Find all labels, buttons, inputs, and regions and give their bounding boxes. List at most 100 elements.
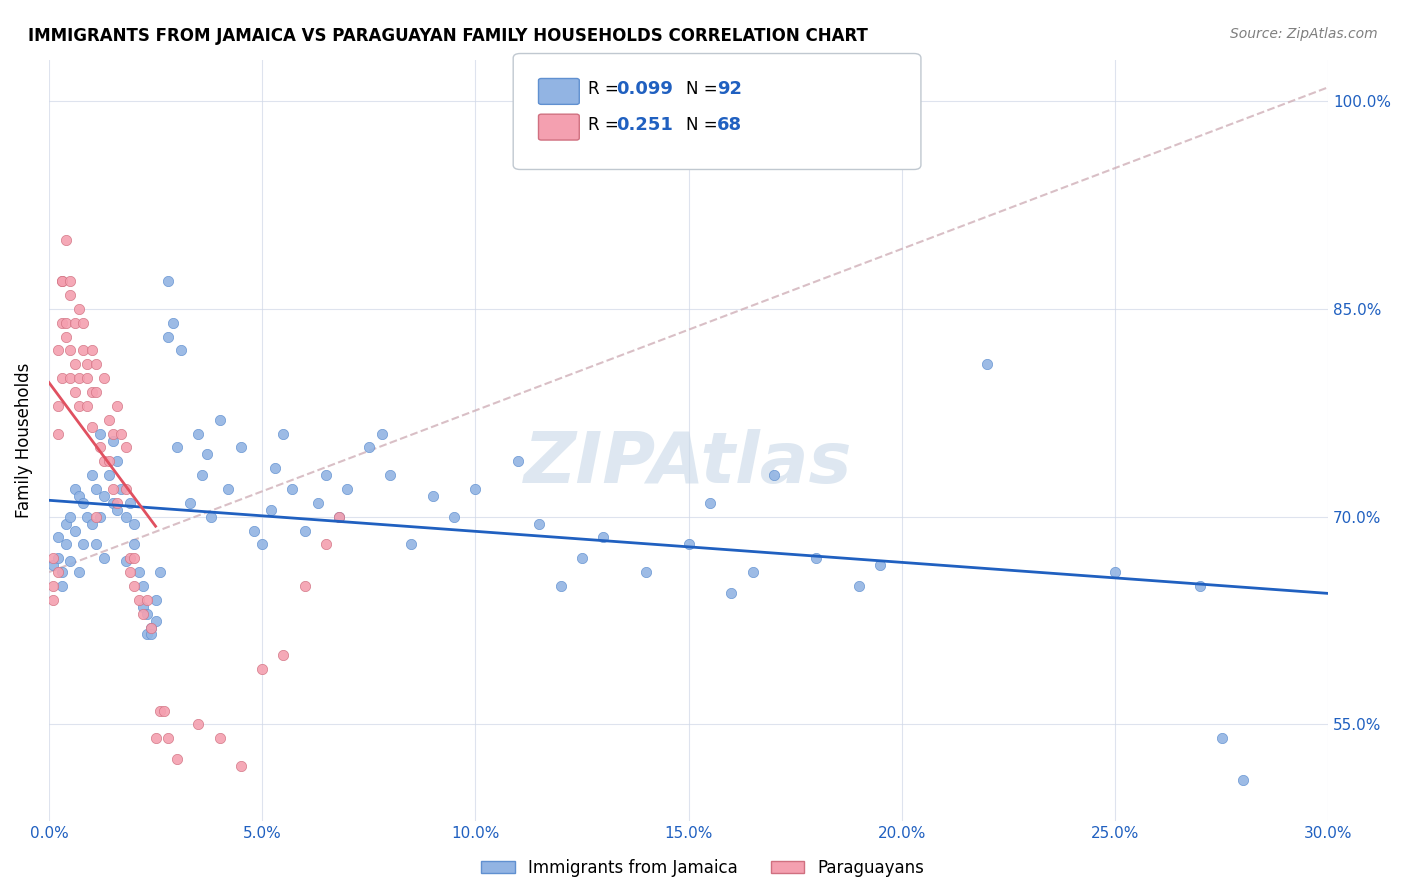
Point (370, 426, 392, 441)
Point (294, 579, 316, 593)
Point (63, 385, 86, 400)
Point (84, 357, 107, 371)
Point (141, 621, 163, 635)
Text: 68: 68 (717, 116, 742, 134)
Point (67, 371, 90, 385)
Point (55, 233, 77, 247)
Point (42, 551, 65, 566)
Point (141, 621, 163, 635)
Point (114, 482, 136, 496)
Point (250, 662, 273, 676)
Point (76, 371, 98, 385)
Point (128, 565, 150, 579)
Point (93, 551, 115, 566)
Point (59, 554, 82, 568)
Point (122, 551, 145, 566)
Point (170, 343, 193, 358)
Point (128, 592, 150, 607)
Point (51, 274, 73, 288)
Point (97, 468, 120, 483)
Text: R =: R = (588, 116, 624, 134)
Point (46, 531, 69, 545)
Point (592, 531, 614, 545)
Point (229, 441, 252, 455)
Point (93, 371, 115, 385)
Point (179, 496, 201, 510)
Point (571, 551, 593, 566)
Point (678, 537, 700, 551)
Point (157, 274, 180, 288)
Point (328, 509, 350, 524)
Point (200, 509, 222, 524)
Point (132, 579, 155, 593)
Point (51, 565, 73, 579)
Point (101, 482, 124, 496)
Point (1232, 772, 1254, 787)
Point (806, 551, 828, 566)
Point (195, 447, 218, 461)
Y-axis label: Family Households: Family Households (15, 363, 32, 518)
Point (145, 614, 167, 628)
Point (506, 454, 529, 468)
Point (63, 316, 86, 330)
Point (59, 371, 82, 385)
Point (157, 731, 180, 746)
Point (72, 496, 94, 510)
Text: N =: N = (686, 116, 723, 134)
Point (122, 516, 145, 531)
Point (273, 648, 295, 663)
Point (208, 731, 231, 746)
Point (59, 274, 82, 288)
Point (93, 489, 115, 503)
Point (242, 524, 264, 538)
Point (110, 482, 132, 496)
Point (122, 537, 145, 551)
Point (51, 371, 73, 385)
Point (76, 509, 98, 524)
Point (80, 343, 103, 358)
Point (63, 357, 86, 371)
Point (51, 274, 73, 288)
Point (80, 385, 103, 400)
Point (336, 482, 359, 496)
Point (101, 426, 124, 441)
Point (63, 482, 86, 496)
Point (260, 503, 283, 517)
Point (132, 607, 155, 621)
Point (264, 461, 287, 475)
Point (136, 627, 159, 641)
Point (307, 496, 329, 510)
Point (84, 537, 107, 551)
Point (89, 509, 111, 524)
Point (55, 516, 77, 531)
Point (101, 434, 124, 448)
Point (157, 329, 180, 343)
Point (80, 468, 103, 483)
Point (250, 537, 273, 551)
Point (105, 503, 128, 517)
Point (422, 489, 444, 503)
Point (122, 579, 145, 593)
Point (464, 482, 486, 496)
Point (145, 592, 167, 607)
Text: R =: R = (588, 80, 624, 98)
Point (328, 509, 350, 524)
Text: 0.251: 0.251 (616, 116, 672, 134)
Point (105, 399, 128, 413)
Point (114, 509, 136, 524)
Point (281, 482, 304, 496)
Point (59, 343, 82, 358)
Point (84, 385, 107, 400)
Point (46, 426, 69, 441)
Point (67, 301, 90, 316)
Point (136, 592, 159, 607)
Point (166, 441, 188, 455)
Point (89, 441, 111, 455)
Point (208, 413, 231, 427)
Point (67, 489, 90, 503)
Point (162, 316, 184, 330)
Point (80, 419, 103, 434)
Point (294, 524, 316, 538)
Point (1211, 731, 1233, 746)
Point (114, 554, 136, 568)
